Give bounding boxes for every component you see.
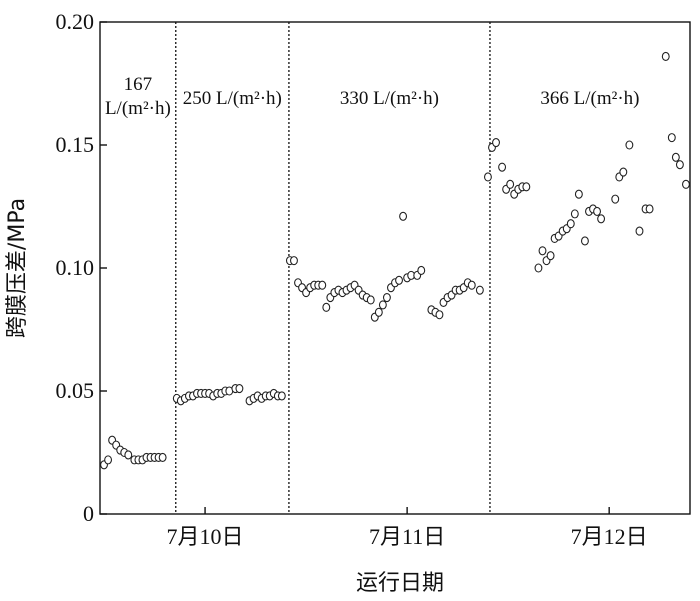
data-point (645, 204, 654, 214)
data-point (378, 300, 387, 310)
data-point (417, 265, 426, 276)
data-point (498, 162, 507, 172)
data-point (366, 295, 375, 305)
data-point (611, 194, 620, 204)
x-tick-label: 7月12日 (571, 524, 648, 549)
data-point (322, 302, 331, 312)
region-label: 250 L/(m²·h) (183, 88, 282, 109)
data-point (593, 206, 602, 216)
data-point (104, 455, 113, 465)
data-point (671, 152, 680, 162)
x-tick-label: 7月10日 (167, 524, 244, 549)
y-tick-label: 0 (83, 501, 94, 526)
data-point (625, 140, 634, 150)
y-tick-label: 0.05 (56, 378, 95, 403)
y-tick-label: 0.15 (56, 132, 95, 157)
data-point (235, 383, 244, 394)
data-point (475, 285, 484, 295)
data-point (483, 172, 492, 182)
data-point (597, 214, 606, 224)
y-axis-title: 跨膜压差/MPa (5, 198, 30, 338)
flux-boundaries (175, 22, 491, 514)
data-point (534, 263, 543, 273)
data-point (374, 307, 383, 317)
data-point (538, 246, 547, 256)
data-point (318, 280, 327, 290)
data-point (506, 179, 515, 189)
x-axis-title: 运行日期 (356, 571, 444, 596)
data-point (395, 275, 403, 285)
data-point (667, 133, 676, 143)
region-label: 366 L/(m²·h) (540, 88, 639, 109)
data-point (675, 160, 684, 170)
axes: 0 0.05 0.10 0.15 0.20 7月10日 7月11日 7月12日 (56, 9, 691, 549)
data-point (574, 189, 583, 199)
data-point (566, 219, 575, 229)
y-tick-label: 0.20 (56, 9, 95, 34)
data-point (546, 251, 555, 261)
region-label: 167 (124, 74, 153, 95)
data-point (580, 236, 589, 246)
data-point (158, 452, 167, 462)
data-point (399, 211, 408, 221)
data-point (124, 450, 133, 460)
data-point (277, 391, 286, 401)
data-point (492, 137, 500, 148)
y-tick-label: 0.10 (56, 255, 95, 280)
region-label: L/(m²·h) (105, 98, 171, 119)
data-point (570, 209, 579, 219)
region-labels: 167 L/(m²·h) 250 L/(m²·h) 330 L/(m²·h) 366 L… (105, 74, 640, 119)
region-label: 330 L/(m²·h) (340, 88, 439, 109)
data-point (435, 310, 444, 320)
data-point (635, 226, 644, 236)
data-point (661, 51, 670, 61)
data-point (467, 280, 476, 290)
data-point (619, 167, 628, 177)
data-point (522, 182, 531, 192)
data-points (100, 51, 690, 470)
data-point (290, 256, 298, 266)
x-tick-label: 7月11日 (369, 524, 445, 549)
data-point (682, 179, 690, 189)
data-point (382, 292, 391, 303)
